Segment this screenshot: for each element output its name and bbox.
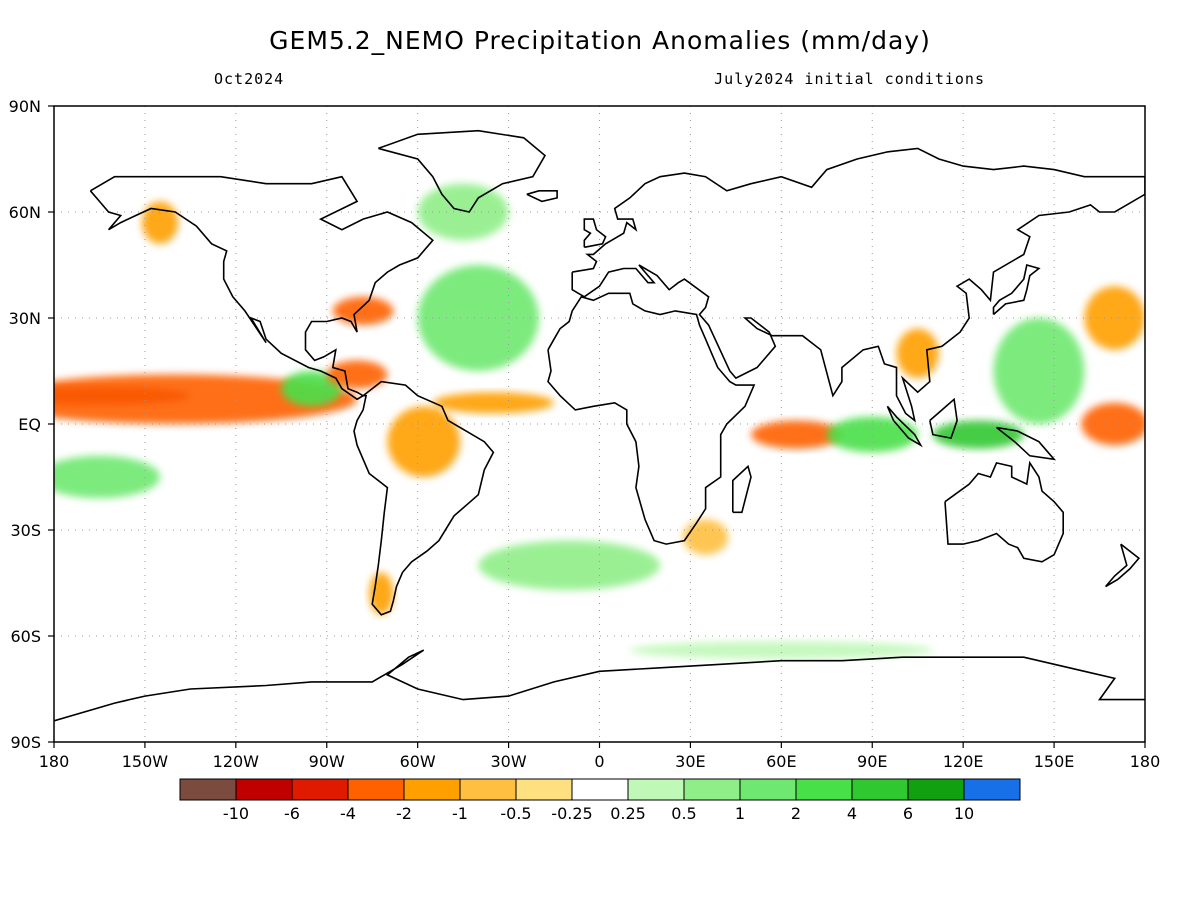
colorbar-label: -2 [396, 804, 412, 823]
lon-label: 180 [1130, 752, 1161, 771]
colorbar-swatch [459, 778, 517, 801]
patagonia-dry-region [369, 572, 394, 615]
lat-label: 90S [10, 733, 41, 752]
colorbar-label: -6 [284, 804, 300, 823]
indian-ocean-wet-region [826, 416, 918, 453]
south-america-coast [353, 380, 495, 616]
colorbar-label: -4 [340, 804, 356, 823]
lon-label: 30W [490, 752, 526, 771]
colorbar-label: 6 [903, 804, 913, 823]
colorbar: -10 -6 -4 -2 -1 -0.5 -0.25 0.25 0.5 1 2 4 6 10 [179, 778, 1021, 823]
lon-label: 60E [766, 752, 796, 771]
greenland-coast [378, 129, 547, 213]
colorbar-swatch [179, 778, 237, 801]
madagascar-coast [731, 464, 752, 514]
lat-axis-labels: 90N 60N 30N EQ 30S 60S 90S [9, 97, 54, 752]
anomaly-field [54, 183, 1145, 659]
lat-label: 90N [9, 97, 41, 116]
north-america-coast [89, 175, 434, 401]
lat-label: EQ [18, 415, 41, 434]
colorbar-swatch [739, 778, 797, 801]
colorbar-label: -1 [452, 804, 468, 823]
colorbar-swatch [795, 778, 853, 801]
colorbar-label: -10 [223, 804, 249, 823]
lon-label: 180 [39, 752, 70, 771]
colorbar-swatch [571, 778, 629, 801]
indian-ocean-dry-region [751, 420, 842, 449]
colorbar-label: -0.5 [500, 804, 531, 823]
maritime-continent-wet-region [932, 420, 1024, 449]
japan-coast [992, 263, 1041, 316]
pacific-itcz-dry-region [54, 374, 358, 424]
southern-ocean-wet-region [478, 540, 661, 591]
colorbar-label: 4 [847, 804, 857, 823]
colorbar-label: 2 [791, 804, 801, 823]
colorbar-label: 1 [735, 804, 745, 823]
colorbar-swatch [291, 778, 349, 801]
colorbar-swatch [683, 778, 741, 801]
lat-label: 30S [10, 521, 41, 540]
colorbar-swatch [627, 778, 685, 801]
atlantic-itcz-dry-region [432, 392, 555, 414]
alaska-dry-region [141, 201, 179, 244]
lat-label: 30N [9, 309, 41, 328]
south-africa-dry-region [682, 519, 729, 555]
amazon-dry-region [387, 406, 461, 477]
subtropical-pacific-dry-region [1084, 286, 1145, 350]
australia-coast [944, 460, 1064, 563]
south-pacific-wet-region [54, 455, 161, 499]
antarctica-coast [54, 649, 1145, 722]
new-zealand-coast [1104, 543, 1141, 588]
sumatra-coast [886, 405, 923, 448]
init-conditions-label: July2024 initial conditions [714, 70, 985, 88]
colorbar-swatch [403, 778, 461, 801]
antarctic-coast-wet-region [629, 641, 933, 659]
colorbar-label: 0.25 [610, 804, 646, 823]
colorbar-swatch [347, 778, 405, 801]
colorbar-swatch [963, 778, 1021, 801]
lon-label: 120W [213, 752, 260, 771]
north-atlantic-wet-region [417, 265, 539, 371]
colorbar-swatch [235, 778, 293, 801]
lon-axis-labels: 180 150W 120W 90W 60W 30W 0 30E 60E 90E 120E 150E 18… [39, 742, 1161, 771]
colorbar-swatch [851, 778, 909, 801]
page-title: GEM5.2_NEMO Precipitation Anomalies (mm/… [269, 26, 931, 55]
gulf-coast-dry-region [332, 296, 394, 326]
dateline-dry-region [1081, 402, 1145, 446]
iceland-coast [526, 190, 558, 203]
colorbar-swatch [907, 778, 965, 801]
uk-coast [583, 218, 607, 249]
lon-label: 60W [400, 752, 436, 771]
borneo-coast [929, 397, 958, 440]
lat-label: 60S [10, 627, 41, 646]
colorbar-swatch [515, 778, 573, 801]
valid-month-label: Oct2024 [214, 70, 285, 88]
south-china-dry-region [896, 328, 939, 379]
africa-coast [547, 292, 756, 545]
lon-label: 0 [594, 752, 604, 771]
central-america-dry-region [326, 360, 388, 389]
lon-label: 90W [309, 752, 345, 771]
colorbar-label: 0.5 [671, 804, 696, 823]
lon-label: 120E [943, 752, 984, 771]
new-guinea-coast [996, 426, 1057, 461]
colorbar-label: -0.25 [551, 804, 592, 823]
west-pacific-wet-region [993, 318, 1085, 424]
lat-label: 60N [9, 203, 41, 222]
lon-label: 30E [675, 752, 705, 771]
colorbar-label: 10 [954, 804, 974, 823]
lon-label: 150W [122, 752, 169, 771]
arctic-atlantic-wet-region [417, 183, 509, 241]
eurasia-coast [571, 147, 1145, 423]
lon-label: 90E [857, 752, 887, 771]
lon-label: 150E [1034, 752, 1075, 771]
coastlines [54, 129, 1145, 722]
